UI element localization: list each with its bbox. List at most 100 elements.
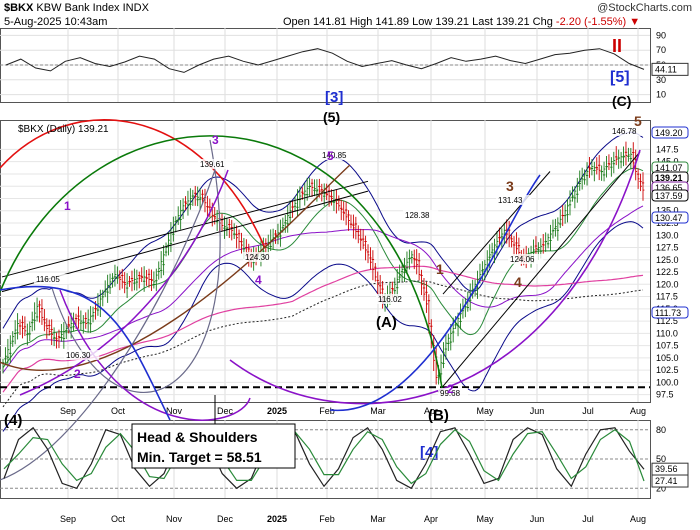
x-tick-label: May — [476, 406, 494, 416]
symbol: $BKX — [4, 2, 34, 14]
cycle-arc-purple-3 — [229, 149, 641, 405]
high-label: High — [349, 16, 373, 28]
x-tick-label-bottom: Oct — [111, 514, 126, 524]
x-tick-label: Nov — [166, 406, 183, 416]
osc1-value-box — [651, 62, 689, 76]
x-tick-label: Jun — [530, 406, 545, 416]
exchange: INDX — [122, 2, 149, 14]
price-y-tick-label: 127.5 — [656, 243, 679, 253]
cycle-arc-blue-1 — [0, 285, 171, 421]
price-y-tick-label: 97.5 — [656, 390, 674, 400]
price-value-label: 139.21 — [655, 173, 683, 183]
price-annotation-label: 140.85 — [322, 151, 347, 160]
price-annotation-label: 106.30 — [66, 351, 91, 360]
wave-label: [5] — [610, 69, 630, 86]
price-value-label: 141.07 — [655, 163, 683, 173]
x-tick-label: Mar — [370, 406, 386, 416]
last-label: Last — [472, 16, 493, 28]
osc2-y-tick-label: 80 — [656, 425, 666, 435]
ma-long-dotted-line — [2, 280, 644, 408]
price-y-tick-label: 102.5 — [656, 365, 679, 375]
osc2-value-label: 39.56 — [655, 464, 678, 474]
price-annotation-label: 146.78 — [612, 127, 637, 136]
price-annotation-bg — [34, 274, 70, 284]
cycle-arc-slate-2 — [0, 169, 216, 481]
price-value-label: 137.59 — [655, 191, 683, 201]
x-tick-label-bottom: May — [476, 514, 494, 524]
wave-label: (B) — [428, 407, 449, 424]
x-tick-label-bottom: Jul — [582, 514, 594, 524]
header-datetime: 5-Aug-2025 10:43am — [4, 16, 108, 28]
price-y-tick-label: 135.0 — [656, 206, 679, 216]
high-value: 141.89 — [375, 16, 410, 28]
osc2-line-1 — [3, 428, 645, 485]
wave-label: 5 — [634, 113, 642, 129]
price-annotation-label: 116.05 — [36, 275, 60, 284]
x-tick-label-bottom: Sep — [60, 514, 76, 524]
wave-label: 4 — [255, 273, 262, 287]
x-tick-label-bottom: Mar — [370, 514, 386, 524]
price-value-box — [651, 211, 689, 224]
price-annotation-label: 128.38 — [405, 211, 430, 220]
cycle-arc-purple-1 — [59, 289, 251, 421]
callout-box — [131, 423, 296, 469]
x-tick-label-bottom: Feb — [319, 514, 335, 524]
osc2-y-tick-label: 50 — [656, 454, 666, 464]
wave-label: 1 — [64, 199, 71, 213]
lower-band-line — [2, 221, 644, 432]
price-y-tick-label: 112.5 — [656, 316, 678, 326]
price-annotation-bg — [64, 350, 100, 360]
x-tick-label: Oct — [111, 406, 126, 416]
osc1-y-tick-label: 90 — [656, 30, 666, 40]
price-annotation-label: 99.68 — [440, 389, 461, 398]
x-tick-label: Jul — [582, 406, 594, 416]
wave-label: (5) — [323, 109, 340, 125]
price-value-label: 136.65 — [655, 183, 683, 193]
x-tick-label-bottom: 2025 — [267, 514, 287, 524]
last-value: 139.21 — [495, 16, 530, 28]
channel-line-lower — [437, 151, 641, 393]
price-y-tick-label: 120.0 — [656, 279, 679, 289]
price-y-tick-label: 147.5 — [656, 144, 679, 154]
x-tick-label-bottom: Dec — [217, 514, 234, 524]
open-label: Open — [283, 16, 310, 28]
price-annotation-bg — [610, 126, 646, 136]
trendline-upper — [1, 180, 369, 278]
low-label: Low — [412, 16, 433, 28]
callout-line-2: Min. Target = 58.51 — [137, 449, 262, 465]
x-tick-label: 2025 — [267, 406, 287, 416]
cycle-arc-brown — [0, 164, 351, 371]
osc2-y-tick-label: 20 — [656, 483, 666, 493]
wave-label: 3 — [212, 133, 219, 147]
wave-label: (4) — [4, 412, 22, 429]
x-tick-label-bottom: Nov — [166, 514, 183, 524]
osc1-value-label: 44.11 — [655, 64, 677, 74]
ma-200-line — [2, 265, 644, 393]
price-y-tick-label: 130.0 — [656, 230, 679, 240]
price-value-box — [651, 306, 689, 319]
price-y-tick-label: 100.0 — [656, 377, 679, 387]
price-annotation-label: 116.02 — [378, 295, 402, 304]
price-annotation-label: 124.06 — [510, 255, 535, 264]
price-annotation-bg — [376, 294, 412, 304]
price-annotation-bg — [496, 195, 532, 205]
wave-label: 3 — [506, 178, 514, 194]
x-tick-label: Feb — [319, 406, 335, 416]
price-y-tick-label: 122.5 — [656, 267, 679, 277]
x-tick-label: Aug — [630, 406, 646, 416]
price-y-tick-label: 117.5 — [656, 292, 678, 302]
price-value-box — [651, 189, 689, 202]
low-value: 139.21 — [435, 16, 470, 28]
wave-label: (C) — [612, 93, 631, 109]
header-title: $BKX KBW Bank Index INDX — [4, 2, 149, 14]
wave-label: II — [612, 36, 622, 56]
price-value-label: 130.47 — [655, 213, 683, 223]
price-y-tick-label: 107.5 — [656, 341, 679, 351]
osc1-line — [5, 48, 645, 73]
watermark[interactable]: @StockCharts.com — [597, 2, 692, 14]
price-annotation-bg — [403, 210, 439, 220]
channel-line-upper — [442, 171, 551, 295]
wave-label: 4 — [514, 274, 522, 290]
